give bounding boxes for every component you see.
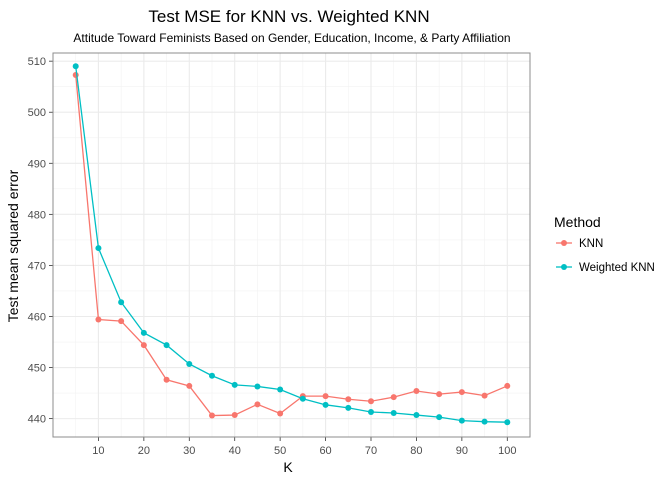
data-point-knn [72, 71, 79, 78]
y-tick-label: 470 [28, 260, 46, 272]
data-point-knn [390, 394, 397, 401]
legend: Method KNN Weighted KNN [554, 214, 655, 274]
data-point-weighted-knn [118, 299, 125, 306]
legend-marker-weighted-knn [561, 264, 567, 270]
data-point-knn [436, 391, 443, 398]
data-point-knn [481, 392, 488, 399]
series-line-weighted-knn [75, 66, 508, 423]
y-tick-label: 450 [28, 363, 46, 375]
data-point-knn [209, 412, 215, 419]
data-point-knn [277, 410, 284, 417]
x-tick-label: 60 [319, 445, 331, 457]
data-point-knn [163, 376, 170, 383]
panel-border [52, 52, 531, 438]
data-point-weighted-knn [140, 329, 147, 336]
y-tick-label: 490 [28, 158, 46, 170]
data-point-weighted-knn [299, 395, 306, 402]
data-point-weighted-knn [481, 418, 488, 425]
x-tick-label: 50 [274, 445, 286, 457]
x-tick-label: 70 [365, 445, 377, 457]
data-point-weighted-knn [436, 414, 443, 421]
data-point-knn [186, 382, 193, 389]
data-point-weighted-knn [390, 410, 397, 416]
data-point-weighted-knn [231, 381, 238, 388]
data-point-weighted-knn [186, 360, 193, 367]
legend-label-knn: KNN [579, 238, 603, 250]
legend-label-weighted-knn: Weighted KNN [579, 262, 655, 274]
y-tick-label: 440 [28, 414, 46, 426]
y-axis-title: Test mean squared error [5, 169, 21, 322]
y-tick-label: 480 [28, 209, 46, 221]
x-tick-label: 40 [229, 445, 241, 457]
data-point-knn [95, 316, 102, 323]
legend-marker-knn [561, 240, 567, 246]
x-tick-label: 90 [456, 445, 468, 457]
data-point-weighted-knn [368, 408, 374, 415]
data-point-weighted-knn [254, 383, 261, 390]
x-tick-label: 100 [498, 445, 516, 457]
x-tick-label: 20 [138, 445, 150, 457]
data-point-knn [368, 398, 374, 405]
data-point-knn [345, 396, 352, 403]
data-point-knn [231, 412, 238, 419]
x-tick-label: 30 [183, 445, 195, 457]
data-point-weighted-knn [413, 412, 420, 419]
chart-title: Test MSE for KNN vs. Weighted KNN [148, 7, 429, 26]
y-tick-label: 500 [28, 107, 46, 119]
chart-subtitle: Attitude Toward Feminists Based on Gende… [73, 31, 510, 45]
data-point-knn [504, 382, 511, 389]
y-tick-label: 510 [28, 56, 46, 68]
data-point-knn [140, 342, 147, 349]
data-point-knn [322, 393, 329, 400]
y-tick-label: 460 [28, 311, 46, 323]
data-point-knn [413, 388, 420, 395]
data-point-weighted-knn [209, 372, 215, 379]
legend-title: Method [554, 214, 601, 230]
x-tick-label: 10 [92, 445, 104, 457]
data-point-knn [118, 318, 125, 325]
data-point-knn [254, 401, 261, 408]
data-point-weighted-knn [458, 417, 465, 424]
data-point-weighted-knn [72, 63, 79, 70]
plot-area: 10 20 30 40 50 60 70 80 90 100 440 450 460 470 480 490 5… [28, 52, 531, 457]
x-axis-title: K [283, 459, 293, 475]
data-point-weighted-knn [277, 386, 284, 393]
data-point-knn [458, 389, 465, 396]
x-tick-label: 80 [410, 445, 422, 457]
data-point-weighted-knn [504, 419, 511, 426]
series-line-knn [75, 74, 508, 417]
data-point-weighted-knn [345, 404, 352, 411]
data-point-weighted-knn [95, 245, 102, 252]
data-point-weighted-knn [322, 401, 329, 408]
data-point-weighted-knn [163, 342, 170, 349]
